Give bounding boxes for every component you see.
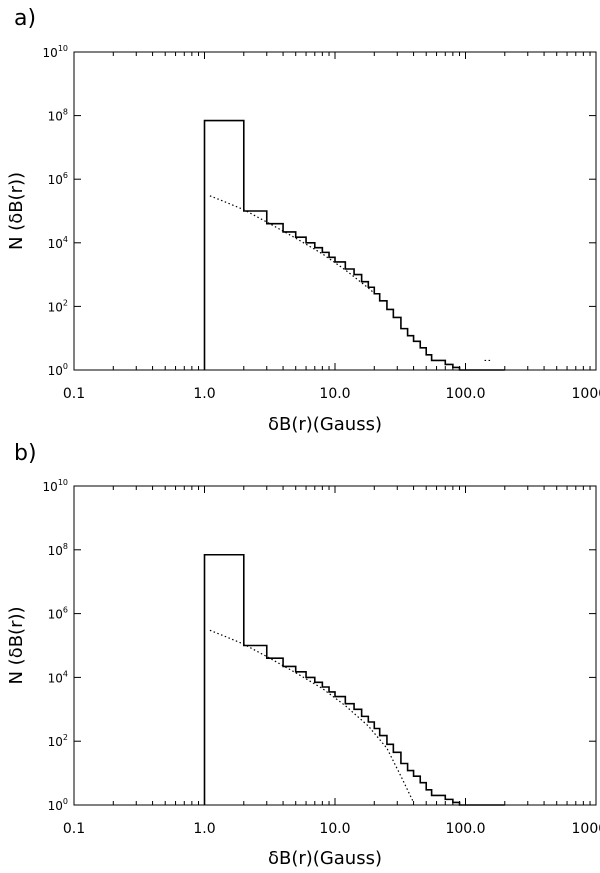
x-tick-label: 10.0: [319, 386, 350, 402]
chart-panel-b: b) 0.1 1.0 10.0 100.0 1000.0 100 102 104 106 108 10…: [6, 441, 600, 869]
x-tick-label: 1.0: [193, 386, 215, 402]
plot-frame: [73, 485, 597, 806]
x-tick-label: 0.1: [63, 821, 85, 837]
y-tick-label: 106: [48, 606, 68, 622]
y-tick-label: 1010: [43, 44, 68, 60]
y-tick-label: 104: [48, 669, 68, 685]
x-tick-label: 0.1: [63, 386, 85, 402]
histogram-series: [203, 119, 505, 371]
y-tick-label: 1010: [43, 478, 68, 494]
x-tick-label: 100.0: [445, 821, 485, 837]
y-tick-label: 106: [48, 171, 68, 187]
y-tick-label: 108: [48, 108, 68, 124]
y-tick-label: 100: [48, 362, 68, 378]
y-tick-label: 108: [48, 542, 68, 558]
y-tick-label: 100: [48, 797, 68, 813]
fit-series-1: [209, 195, 375, 294]
histogram-series: [203, 553, 505, 806]
x-tick-label: 1.0: [193, 821, 215, 837]
y-tick-label: 102: [48, 298, 68, 314]
x-tick-label: 10.0: [319, 821, 350, 837]
panel-label: a): [14, 6, 36, 31]
y-tick-label: 102: [48, 733, 68, 749]
x-tick-label: 1000.0: [572, 821, 600, 837]
x-tick-label: 1000.0: [572, 386, 600, 402]
y-tick-label: 104: [48, 235, 68, 251]
y-axis-label: N (δB(r)): [6, 172, 27, 250]
chart-panel-a: a) 0.1 1.0 10.0 100.0 1000.0 100 102 104 106 108 10…: [6, 6, 600, 435]
x-axis-label: δB(r)(Gauss): [268, 414, 382, 435]
panel-label: b): [14, 441, 37, 466]
y-axis-label: N (δB(r)): [6, 606, 27, 684]
x-tick-label: 100.0: [445, 386, 485, 402]
x-axis-label: δB(r)(Gauss): [268, 848, 382, 869]
fit-series-1: [209, 629, 415, 803]
plot-frame: [73, 51, 597, 371]
